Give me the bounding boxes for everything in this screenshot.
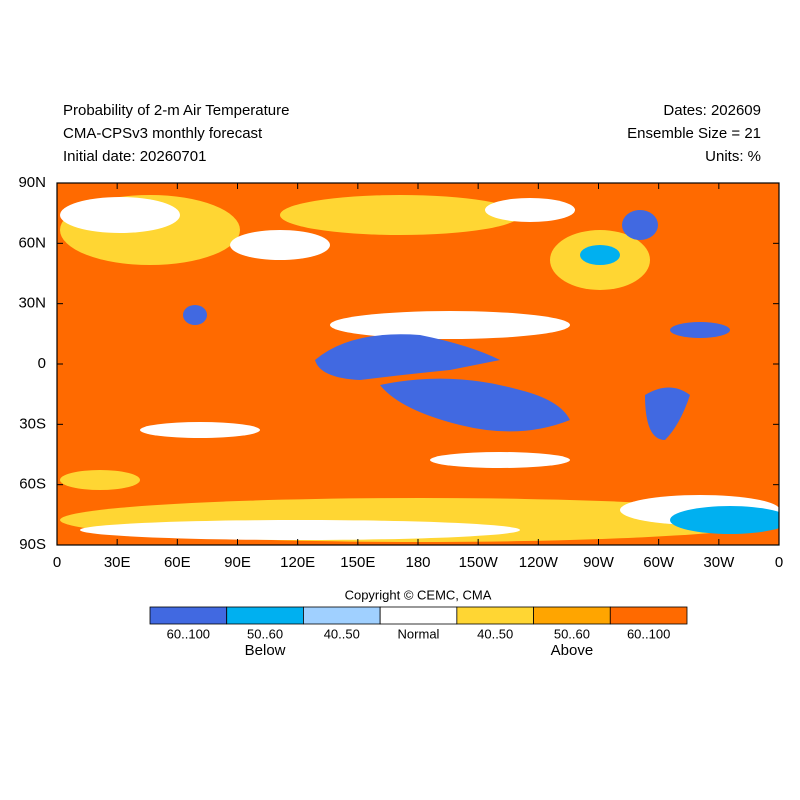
header-right-line: Dates: 202609 bbox=[663, 102, 761, 119]
legend-swatch bbox=[149, 606, 228, 625]
lon-label: 60W bbox=[643, 554, 675, 571]
legend-below: Below bbox=[245, 642, 286, 659]
lon-label: 0 bbox=[775, 554, 783, 571]
legend-label: 50..60 bbox=[554, 626, 590, 641]
lat-label: 30N bbox=[18, 295, 46, 312]
legend-above: Above bbox=[551, 642, 594, 659]
below-areas bbox=[183, 210, 730, 440]
legend-label: 60..100 bbox=[167, 626, 210, 641]
legend-label: 40..50 bbox=[324, 626, 360, 641]
normal-areas bbox=[60, 197, 779, 540]
legend-label: 50..60 bbox=[247, 626, 283, 641]
lon-label: 30E bbox=[104, 554, 131, 571]
legend-swatch bbox=[609, 606, 688, 625]
legend-swatch bbox=[456, 606, 534, 625]
header-right-line: Units: % bbox=[705, 148, 761, 165]
lat-label: 30S bbox=[19, 415, 46, 432]
legend-label: Normal bbox=[398, 626, 440, 641]
lon-label: 120E bbox=[280, 554, 315, 571]
legend-label: 60..100 bbox=[627, 626, 670, 641]
lat-label: 0 bbox=[38, 355, 46, 372]
below-light-areas bbox=[580, 245, 779, 534]
lon-label: 150E bbox=[340, 554, 375, 571]
header-left-line: Initial date: 20260701 bbox=[63, 148, 206, 165]
header-left-line: Probability of 2-m Air Temperature bbox=[63, 102, 290, 119]
lat-label: 90N bbox=[18, 174, 46, 191]
lat-label: 60N bbox=[18, 234, 46, 251]
legend-swatch bbox=[303, 606, 381, 625]
legend-swatch bbox=[226, 606, 304, 625]
lon-label: 120W bbox=[519, 554, 559, 571]
legend-label: 40..50 bbox=[477, 626, 513, 641]
legend-swatch bbox=[379, 606, 458, 625]
lon-label: 90W bbox=[583, 554, 615, 571]
lon-label: 90E bbox=[224, 554, 251, 571]
copyright: Copyright © CEMC, CMA bbox=[345, 587, 492, 602]
lon-label: 0 bbox=[53, 554, 61, 571]
lon-label: 150W bbox=[459, 554, 499, 571]
lat-label: 60S bbox=[19, 476, 46, 493]
lon-label: 60E bbox=[164, 554, 191, 571]
legend: 60..100 50..60 40..50 Normal 40..50 50..60 60.… bbox=[149, 606, 688, 659]
lon-label: 180 bbox=[405, 554, 430, 571]
header-right-line: Ensemble Size = 21 bbox=[627, 125, 761, 142]
map bbox=[57, 183, 779, 545]
axes: 90N 60N 30N 0 30S 60S 90S 0 30E 60E 90E 120E 150E 180… bbox=[18, 174, 783, 571]
lat-label: 90S bbox=[19, 536, 46, 553]
header: Probability of 2-m Air Temperature CMA-CP… bbox=[63, 102, 761, 165]
header-left-line: CMA-CPSv3 monthly forecast bbox=[63, 125, 263, 142]
legend-swatch bbox=[533, 606, 611, 625]
lon-label: 30W bbox=[703, 554, 735, 571]
